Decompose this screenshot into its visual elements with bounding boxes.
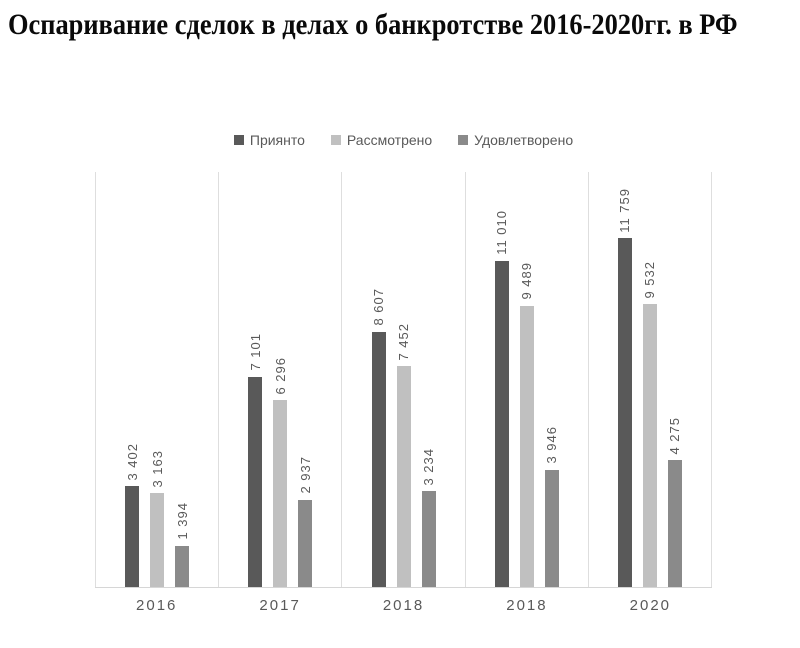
bar [298, 499, 313, 587]
legend-swatch-icon [233, 135, 244, 145]
bar-cell: 4 275 [667, 172, 683, 587]
bar-cell: 11 759 [617, 172, 633, 587]
bar-value-label: 7 101 [247, 332, 263, 371]
bar [248, 376, 263, 587]
x-axis-labels: 2016 2017 2018 2018 2020 [95, 597, 712, 614]
bar-cell: 7 101 [247, 172, 263, 587]
bar-cell: 3 163 [149, 172, 165, 587]
bar-value-label: 3 163 [149, 449, 165, 488]
bar-cell: 9 532 [642, 172, 658, 587]
bar [642, 304, 657, 587]
x-axis-label: 2018 [506, 597, 548, 614]
bar-chart: 3 402 3 163 1 394 7 101 6 296 2 937 8 607 7 452… [95, 172, 713, 614]
bar-cell: 7 452 [396, 172, 411, 587]
bar [396, 366, 411, 587]
bar [421, 491, 436, 587]
bar-value-label: 4 275 [667, 416, 683, 455]
legend-label: Рассмотрено [346, 132, 433, 148]
bar [544, 470, 559, 587]
bar-cell: 1 394 [174, 172, 190, 587]
bar-cell: 2 937 [297, 172, 313, 587]
bar-cell: 3 402 [124, 172, 140, 587]
bar-value-label: 2 937 [297, 456, 313, 494]
bar-cell: 3 946 [544, 172, 560, 587]
bar-value-label: 11 010 [494, 209, 510, 255]
category-group: 7 101 6 296 2 937 [218, 172, 341, 587]
bar [125, 486, 140, 587]
category-group: 8 607 7 452 3 234 [341, 172, 464, 587]
legend-item: Приянто [233, 132, 305, 148]
legend: Приянто Рассмотрено Удовлетворено [95, 132, 712, 148]
legend-item: Удовлетворено [458, 132, 573, 148]
legend-label: Удовлетворено [474, 132, 574, 148]
legend-swatch-icon [330, 135, 341, 145]
bar-value-label: 7 452 [396, 322, 411, 361]
bar-value-label: 9 532 [642, 260, 658, 299]
bar [519, 305, 534, 587]
legend-item: Рассмотрено [330, 132, 433, 148]
x-axis-label: 2020 [629, 597, 672, 614]
bar-cell: 3 234 [421, 172, 436, 587]
bar [150, 493, 165, 587]
x-axis-label: 2017 [259, 597, 301, 614]
bar [175, 545, 190, 587]
bar-value-label: 3 234 [421, 447, 436, 486]
bar-cell: 8 607 [371, 172, 386, 587]
chart-title: Оспаривание сделок в делах о банкротстве… [8, 8, 738, 41]
bar-value-label: 8 607 [371, 288, 386, 326]
plot-area: 3 402 3 163 1 394 7 101 6 296 2 937 8 607 7 452… [95, 172, 713, 588]
bar-cell: 9 489 [519, 172, 535, 587]
legend-label: Приянто [249, 132, 305, 148]
bar-value-label: 9 489 [519, 262, 535, 300]
bar-value-label: 6 296 [272, 356, 288, 395]
category-group: 11 759 9 532 4 275 [587, 172, 713, 587]
x-axis-label: 2018 [382, 597, 425, 614]
category-group: 11 010 9 489 3 946 [464, 172, 588, 587]
bar [667, 460, 682, 587]
x-axis-label: 2016 [136, 597, 178, 614]
bar-value-label: 3 402 [124, 442, 140, 481]
bar-cell: 6 296 [272, 172, 288, 587]
bar [371, 331, 386, 587]
bar [617, 238, 632, 587]
bar-value-label: 3 946 [544, 426, 560, 465]
bar-cell: 11 010 [494, 172, 510, 587]
bar-value-label: 1 394 [174, 502, 190, 540]
bar [494, 260, 509, 587]
category-group: 3 402 3 163 1 394 [95, 172, 218, 587]
bar-value-label: 11 759 [617, 187, 633, 233]
bar [273, 400, 288, 587]
legend-swatch-icon [458, 135, 469, 145]
